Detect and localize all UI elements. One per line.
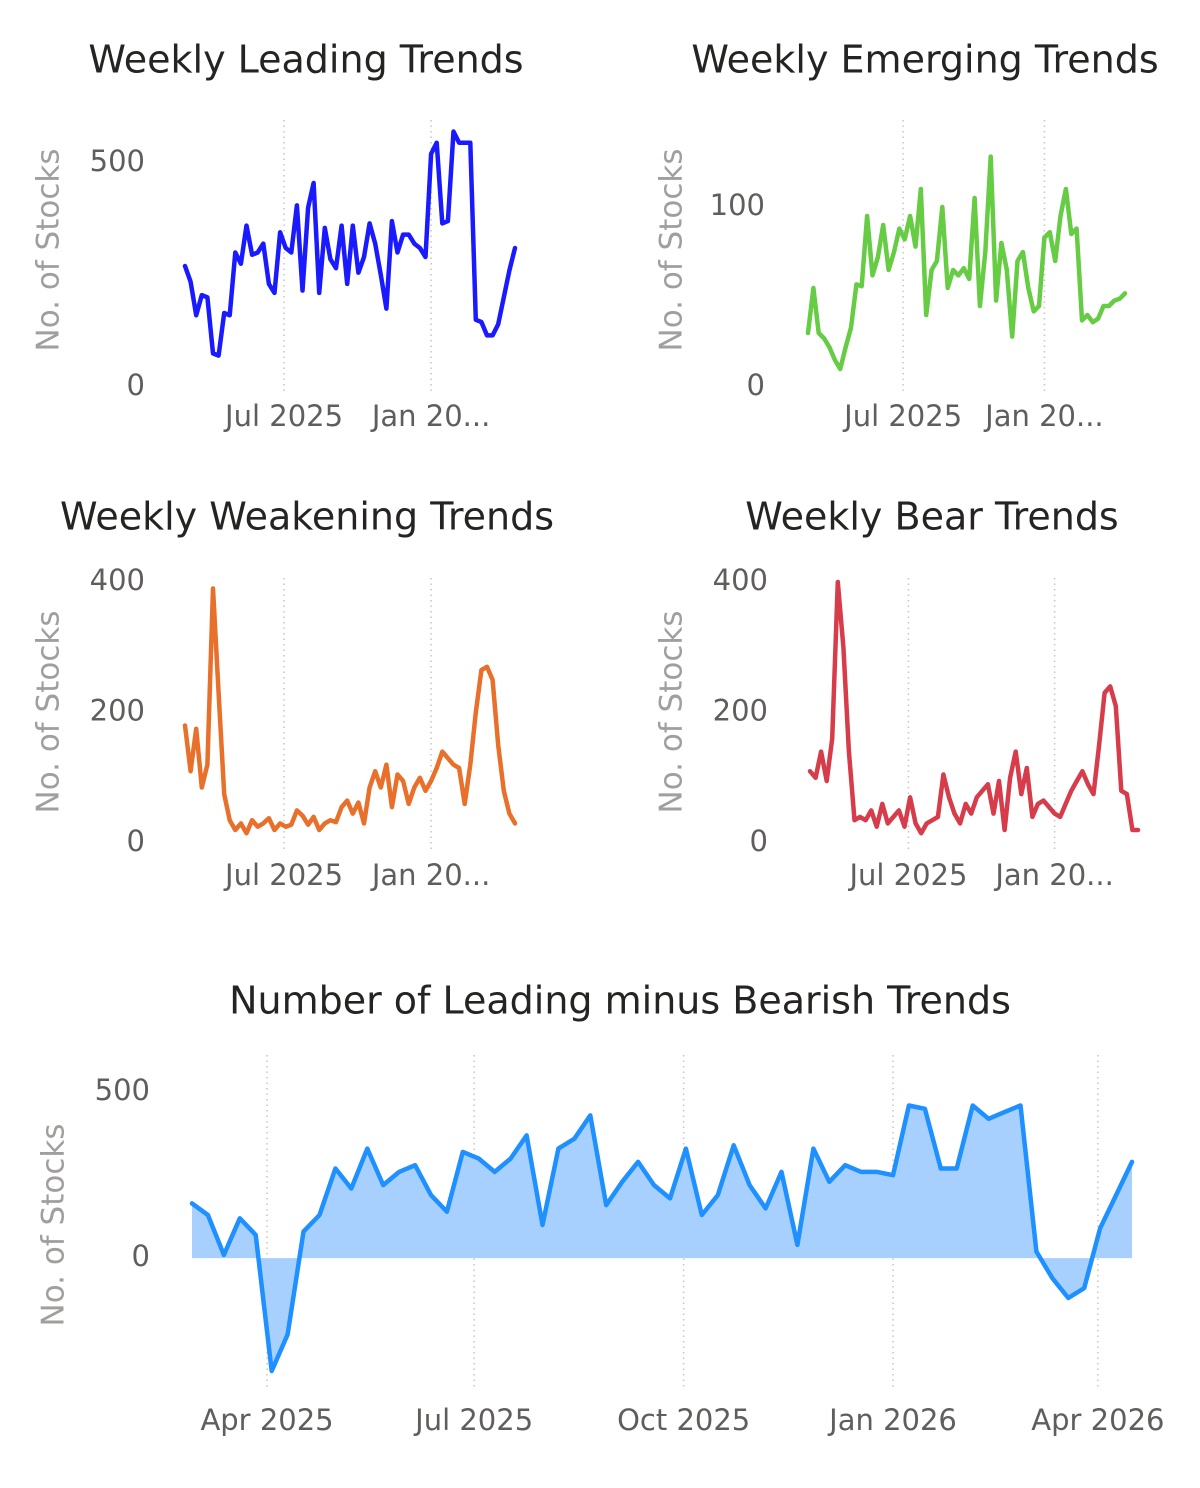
x-tick-label: Jan 20... — [370, 399, 490, 433]
y-axis-label: No. of Stocks — [654, 149, 690, 352]
y-axis-label: No. of Stocks — [31, 149, 67, 352]
chart-title: Number of Leading minus Bearish Trends — [229, 979, 1011, 1023]
chart-title: Weekly Leading Trends — [88, 38, 523, 82]
y-tick-label: 0 — [127, 824, 145, 858]
line — [182, 129, 518, 358]
x-tick-label: Jan 20... — [993, 858, 1113, 892]
x-tick-label: Apr 2026 — [1031, 1403, 1164, 1437]
chart-title: Weekly Weakening Trends — [60, 495, 554, 539]
chart-panel: Number of Leading minus Bearish Trends No… — [36, 979, 1165, 1438]
chart-panel: Weekly Weakening Trends No. of Stocks Jul … — [31, 495, 555, 893]
y-tick-label: 200 — [90, 694, 145, 728]
line — [807, 579, 1141, 836]
x-tick-label: Oct 2025 — [617, 1403, 750, 1437]
chart-title: Weekly Bear Trends — [745, 495, 1118, 539]
x-tick-label: Jul 2025 — [223, 399, 343, 433]
y-tick-label: 500 — [95, 1073, 150, 1107]
chart-panel: Weekly Leading Trends No. of Stocks Jul 20… — [31, 38, 524, 434]
y-tick-label: 0 — [747, 368, 765, 402]
y-axis-label: No. of Stocks — [31, 611, 67, 814]
y-tick-label: 0 — [132, 1239, 150, 1273]
y-axis-label: No. of Stocks — [36, 1124, 72, 1327]
y-tick-label: 500 — [90, 144, 145, 178]
area — [192, 1105, 1132, 1371]
x-tick-label: Jul 2025 — [847, 858, 967, 892]
x-tick-label: Jan 20... — [983, 399, 1103, 433]
y-tick-label: 400 — [90, 563, 145, 597]
chart-panel: Weekly Bear Trends No. of Stocks Jul 2025 J… — [654, 495, 1141, 892]
line — [189, 1103, 1135, 1374]
y-tick-label: 0 — [750, 824, 768, 858]
x-tick-label: Jul 2025 — [842, 399, 962, 433]
line — [805, 154, 1128, 372]
x-tick-label: Jan 2026 — [827, 1403, 957, 1437]
line — [182, 586, 518, 836]
x-tick-label: Jul 2025 — [413, 1403, 533, 1437]
x-tick-label: Jul 2025 — [223, 858, 343, 892]
y-tick-label: 100 — [710, 188, 765, 222]
y-tick-label: 200 — [713, 694, 768, 728]
y-tick-label: 400 — [713, 563, 768, 597]
chart-title: Weekly Emerging Trends — [691, 38, 1158, 82]
y-axis-label: No. of Stocks — [654, 611, 690, 814]
x-tick-label: Jan 20... — [370, 858, 490, 892]
x-tick-label: Apr 2025 — [200, 1403, 333, 1437]
chart-panel: Weekly Emerging Trends No. of Stocks Jul 2… — [654, 38, 1159, 434]
y-tick-label: 0 — [127, 368, 145, 402]
